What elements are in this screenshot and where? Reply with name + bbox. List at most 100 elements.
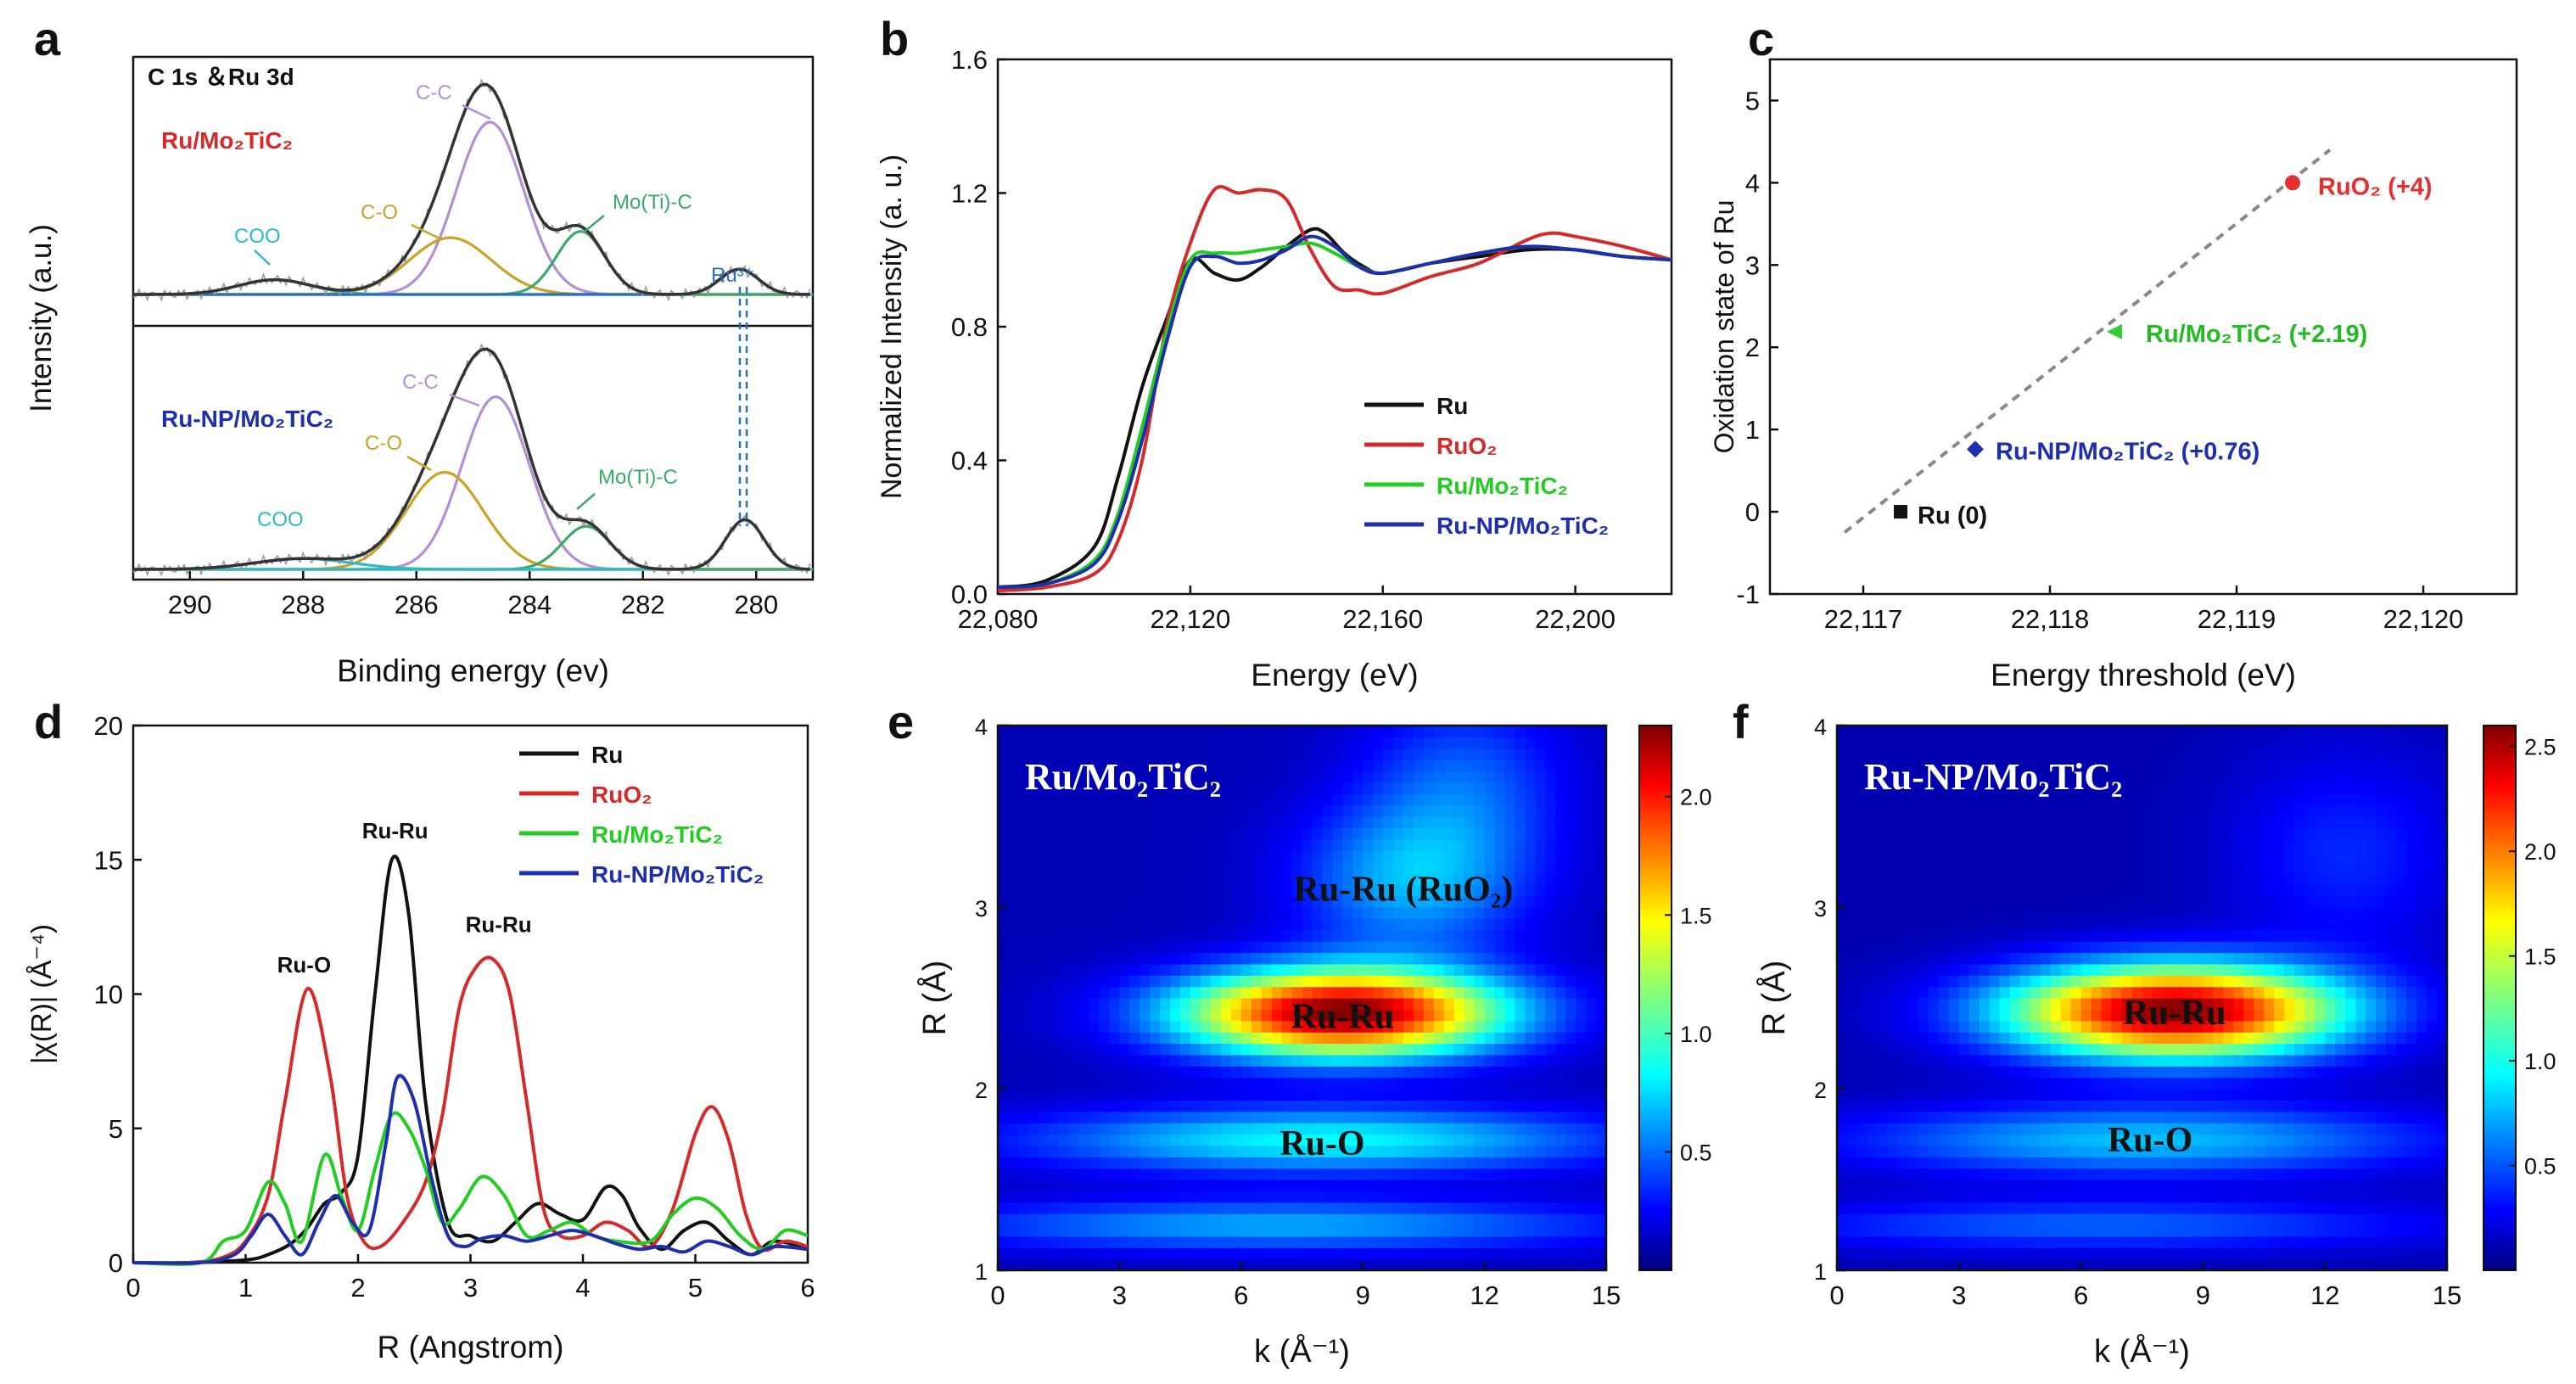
heatmap-cell	[1474, 793, 1486, 806]
heatmap-cell	[2091, 816, 2103, 828]
heatmap-cell	[1099, 1236, 1110, 1248]
heatmap-cell	[2040, 1043, 2052, 1056]
heatmap-cell	[1403, 759, 1414, 772]
heatmap-cell	[1028, 1179, 1039, 1191]
heatmap-cell	[2009, 1145, 2021, 1157]
heatmap-cell	[2040, 1202, 2052, 1214]
heatmap-cell	[2192, 895, 2204, 908]
heatmap-cell	[1190, 895, 1201, 908]
heatmap-cell	[1393, 782, 1404, 794]
heatmap-cell	[1979, 952, 1991, 965]
heatmap-cell	[1596, 1145, 1607, 1157]
heatmap-cell	[1897, 726, 1909, 737]
heatmap-cell	[1928, 804, 1940, 817]
heatmap-cell	[2040, 726, 2052, 737]
heatmap-cell	[2203, 1054, 2214, 1067]
heatmap-cell	[1938, 872, 1950, 885]
heatmap-cell	[1928, 952, 1940, 965]
heatmap-cell	[1887, 986, 1899, 999]
x-tick-c-label: 22,119	[2198, 604, 2276, 634]
heatmap-cell	[1928, 884, 1940, 897]
heatmap-cell	[1907, 1168, 1919, 1180]
heatmap-cell	[1373, 1054, 1384, 1067]
heatmap-cell	[2111, 1043, 2123, 1056]
heatmap-cell	[2019, 1191, 2031, 1203]
heatmap-cell	[1857, 1100, 1868, 1112]
heatmap-cell	[1281, 1145, 1293, 1157]
heatmap-cell	[1332, 737, 1343, 749]
heatmap-cell	[2101, 793, 2113, 806]
heatmap-cell	[2172, 918, 2183, 931]
heatmap-cell	[1393, 1043, 1404, 1056]
heatmap-cell	[1363, 1020, 1374, 1033]
heatmap-cell	[1565, 1111, 1576, 1123]
heatmap-cell	[1897, 1213, 1909, 1226]
heatmap-cell	[1837, 1089, 1848, 1101]
y-tick-b-label: 1.6	[951, 45, 988, 75]
heatmap-cell	[1958, 861, 1970, 874]
heatmap-cell	[1150, 726, 1161, 737]
heatmap-cell	[1240, 1077, 1252, 1090]
heatmap-cell	[1494, 1191, 1505, 1203]
heatmap-cell	[1068, 1236, 1080, 1248]
heatmap-cell	[2101, 952, 2113, 965]
heatmap-cell	[2009, 861, 2021, 874]
heatmap-cell	[1028, 1089, 1039, 1101]
heatmap-cell	[2182, 895, 2193, 908]
heatmap-cell	[1180, 941, 1191, 954]
heatmap-cell	[1928, 1213, 1940, 1226]
heatmap-cell	[2111, 986, 2123, 999]
heatmap-cell	[1373, 963, 1384, 976]
heatmap-cell	[1403, 1191, 1414, 1203]
heatmap-cell	[2213, 782, 2224, 794]
heatmap-cell	[1948, 1032, 1960, 1045]
heatmap-cell	[1230, 1247, 1242, 1260]
heatmap-cell	[1291, 804, 1302, 817]
heatmap-cell	[2223, 986, 2234, 999]
heatmap-cell	[2203, 998, 2214, 1010]
heatmap-cell	[1474, 1066, 1486, 1079]
heatmap-cell	[1352, 1224, 1364, 1237]
heatmap-cell	[1201, 1145, 1212, 1157]
heatmap-cell	[2162, 1247, 2174, 1260]
heatmap-cell	[1555, 895, 1566, 908]
heatmap-cell	[2152, 861, 2164, 874]
heatmap-cell	[1423, 895, 1435, 908]
heatmap-cell	[2040, 986, 2052, 999]
heatmap-cell	[1525, 998, 1536, 1010]
heatmap-cell	[1837, 1032, 1848, 1045]
heatmap-cell	[2019, 838, 2031, 851]
heatmap-cell	[1596, 782, 1607, 794]
heatmap-cell	[1332, 1224, 1343, 1237]
heatmap-cell	[1342, 1213, 1353, 1226]
heatmap-cell	[1322, 1123, 1333, 1135]
heatmap-cell	[1240, 793, 1252, 806]
heatmap-cell	[1958, 1111, 1970, 1123]
heatmap-cell	[2152, 907, 2164, 919]
heatmap-cell	[1363, 963, 1374, 976]
heatmap-cell	[1201, 1100, 1212, 1112]
heatmap-cell	[1999, 1258, 2011, 1271]
heatmap-cell	[1109, 1123, 1120, 1135]
heatmap-cell	[1160, 850, 1171, 863]
heatmap-cell	[1211, 1054, 1222, 1067]
heatmap-cell	[1140, 1224, 1151, 1237]
heatmap-cell	[2101, 827, 2113, 840]
heatmap-cell	[1837, 929, 1848, 942]
heatmap-cell	[1281, 748, 1293, 760]
heatmap-cell	[1017, 1157, 1029, 1169]
heatmap-cell	[2121, 963, 2133, 976]
heatmap-cell	[1312, 929, 1323, 942]
heatmap-cell	[2152, 726, 2164, 737]
heatmap-cell	[1555, 998, 1566, 1010]
heatmap-cell	[1008, 975, 1019, 988]
heatmap-cell	[1048, 872, 1060, 885]
heatmap-cell	[1555, 952, 1566, 965]
heatmap-cell	[1352, 1089, 1364, 1101]
heatmap-cell	[1291, 884, 1302, 897]
heatmap-cell	[1211, 737, 1222, 749]
heatmap-cell	[2080, 1123, 2092, 1135]
heatmap-cell	[1535, 1168, 1546, 1180]
heatmap-cell	[998, 941, 1009, 954]
heatmap-cell	[1433, 1066, 1445, 1079]
